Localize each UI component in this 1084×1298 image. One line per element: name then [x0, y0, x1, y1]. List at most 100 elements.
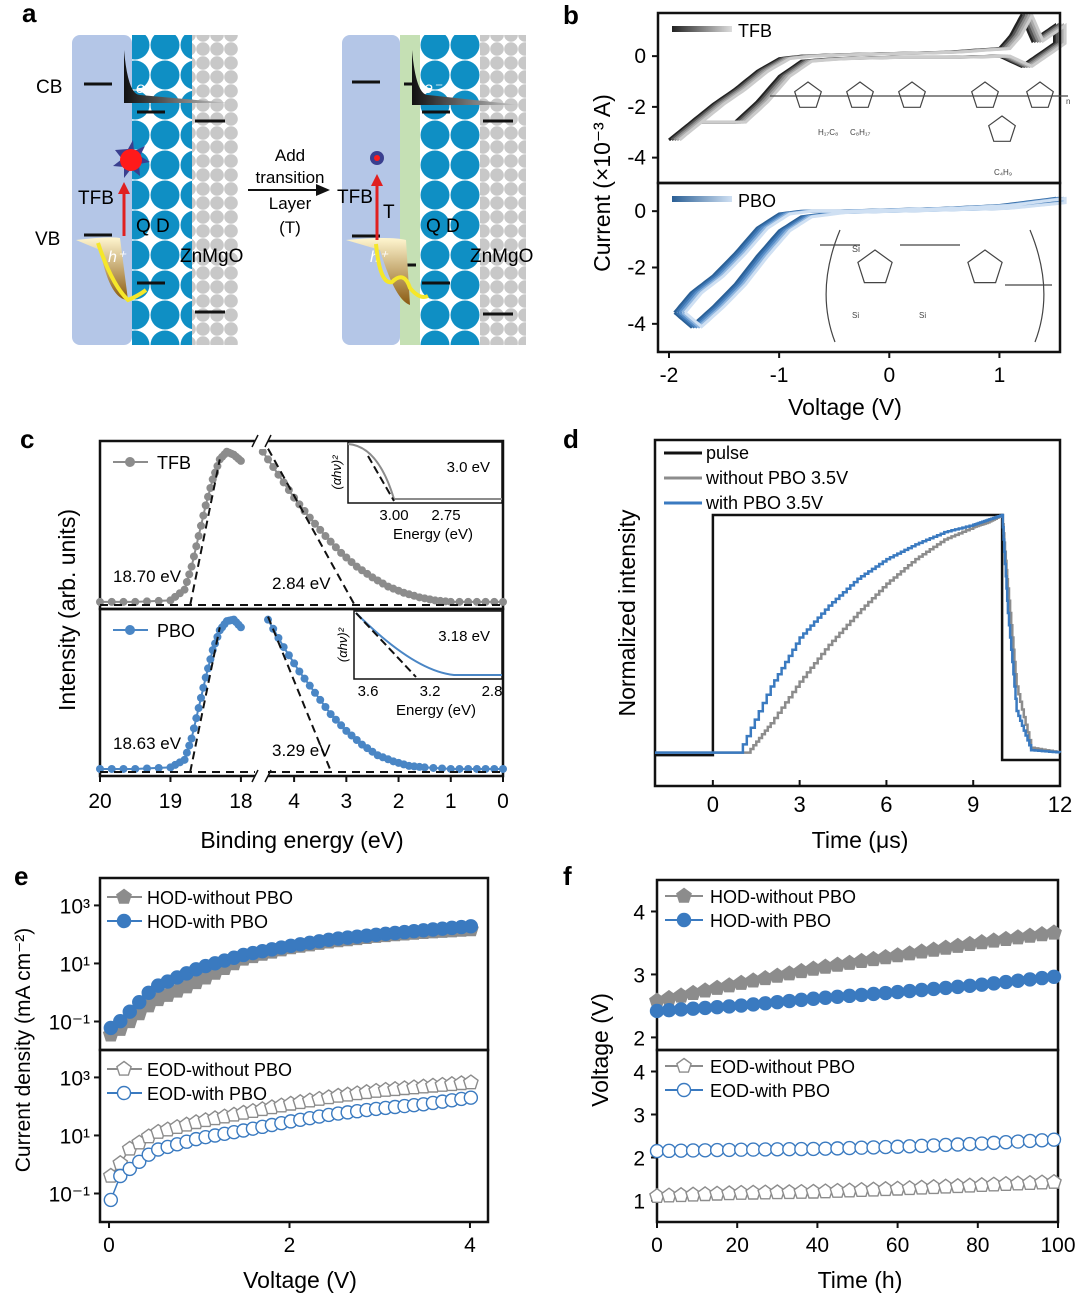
pbo-si-b: Si [919, 311, 926, 320]
data-point [734, 1142, 749, 1157]
data-point [770, 1142, 785, 1157]
panel-label-d: d [563, 424, 579, 454]
legend-label: without PBO 3.5V [705, 468, 848, 488]
data-point [758, 1142, 773, 1157]
legend-label: PBO [738, 191, 776, 211]
data-point [269, 463, 278, 472]
legend-label: EOD-without PBO [147, 1060, 292, 1080]
data-point [446, 764, 455, 773]
legend-label: HOD-without PBO [147, 888, 293, 908]
subplot-tfb: 18.70 eV 2.84 eV TFB 3.0 eV (αhν)² 3.00 2.75 En… [96, 439, 507, 611]
x-tick-label: 60 [886, 1234, 909, 1257]
data-point [878, 1139, 893, 1155]
data-point [189, 552, 198, 561]
legend-marker [676, 1057, 692, 1073]
cv-cycle-5 [678, 12, 1067, 142]
y-tick-label: 10³ [60, 895, 90, 918]
x-tick-label: 100 [1040, 1234, 1075, 1257]
data-point [185, 570, 194, 579]
legend-marker [125, 457, 135, 467]
panel-b-cyclic-voltammetry: b 0 -2 -4 TFB 0 -2 -4 PBO -2 -1 0 1 Voltage (V) Curren… [563, 0, 1070, 420]
data-point [490, 764, 499, 773]
y-tick-label: 4 [633, 1062, 645, 1085]
tfb-label-2: TFB [337, 187, 373, 208]
data-point [206, 484, 215, 493]
excitation-arrowhead [118, 182, 130, 194]
legend-marker [116, 1085, 132, 1101]
data-point [1009, 929, 1026, 945]
legend-marker [125, 625, 135, 635]
legend-marker [676, 887, 692, 903]
data-point [194, 704, 203, 713]
data-point [208, 475, 217, 484]
subplot-eod: 10³ 10¹ 10⁻¹ EOD-without PBO EOD-with PBO [49, 1048, 490, 1224]
y-tick-label: -2 [627, 96, 646, 119]
legend-label: pulse [706, 443, 749, 463]
inset-x-tick-label: 3.00 [379, 507, 408, 524]
x-tick-label: 2 [284, 1234, 296, 1257]
inset-y-label: (αhν)² [335, 627, 350, 662]
arrow-text-1: Add [275, 146, 305, 165]
data-point [113, 1168, 128, 1184]
x-tick-label: 1 [445, 790, 457, 813]
pbo-si-1: Si [852, 244, 860, 254]
data-point [1033, 926, 1050, 942]
data-point [96, 764, 104, 773]
data-point [490, 597, 499, 606]
legend-marker [676, 1082, 692, 1098]
legend-marker [116, 1060, 132, 1076]
legend-label: EOD-with PBO [147, 1084, 267, 1104]
data-point [154, 763, 163, 772]
data-point [1034, 970, 1050, 986]
subplot-hod: 10³ 10¹ 10⁻¹ HOD-without PBO HOD-with PBO [49, 876, 490, 1052]
data-point [113, 1013, 128, 1029]
inset-fit [367, 455, 395, 502]
data-point [103, 1192, 119, 1208]
data-point [199, 683, 208, 692]
panel-label-b: b [563, 0, 579, 30]
data-point [204, 664, 213, 673]
data-point [746, 997, 761, 1012]
legend-marker [116, 888, 132, 904]
data-point [331, 715, 340, 724]
pbo-si-a: Si [852, 311, 859, 320]
data-point [1046, 969, 1062, 984]
znmgo-label-2: ZnMgO [470, 246, 533, 267]
data-point [734, 998, 749, 1013]
legend-marker [116, 913, 132, 929]
data-point [499, 597, 507, 606]
panel-f-stability: f 4 3 2 HOD-without PBO HOD-with PBO 4 3 2 1 EOD-w… [563, 861, 1076, 1293]
inset-x-tick-label: 3.6 [358, 683, 379, 700]
data-point [429, 763, 438, 772]
fit-line-onset [267, 616, 333, 773]
legend-label: TFB [738, 21, 772, 41]
data-point [300, 674, 309, 683]
data-point [347, 558, 356, 567]
data-point [938, 1137, 953, 1153]
y-tick-label: 1 [633, 1191, 645, 1214]
y-tick-label: 10¹ [60, 953, 90, 976]
data-point [316, 695, 325, 704]
x-tick-label: 3 [794, 792, 806, 817]
data-point [1022, 1133, 1038, 1149]
y-tick-label: 0 [634, 45, 646, 68]
data-point [141, 985, 156, 1000]
data-point [199, 511, 208, 520]
legend-label: HOD-with PBO [147, 912, 268, 932]
data-point [697, 1143, 713, 1158]
x-tick-label: 6 [880, 792, 892, 817]
x-tick-label: 80 [966, 1234, 989, 1257]
inset-curve [347, 443, 502, 500]
data-point [481, 764, 490, 773]
data-point [818, 990, 833, 1005]
legend-label: PBO [157, 621, 195, 641]
x-axis-label: Time (h) [818, 1267, 903, 1293]
znmgo-label: ZnMgO [180, 246, 243, 267]
data-point [326, 537, 335, 546]
data-point [721, 1142, 737, 1158]
data-point [877, 949, 894, 965]
onset-label: 2.84 eV [272, 574, 331, 593]
data-point [236, 456, 245, 465]
data-point [673, 1002, 689, 1017]
x-tick-label: 0 [497, 790, 509, 813]
